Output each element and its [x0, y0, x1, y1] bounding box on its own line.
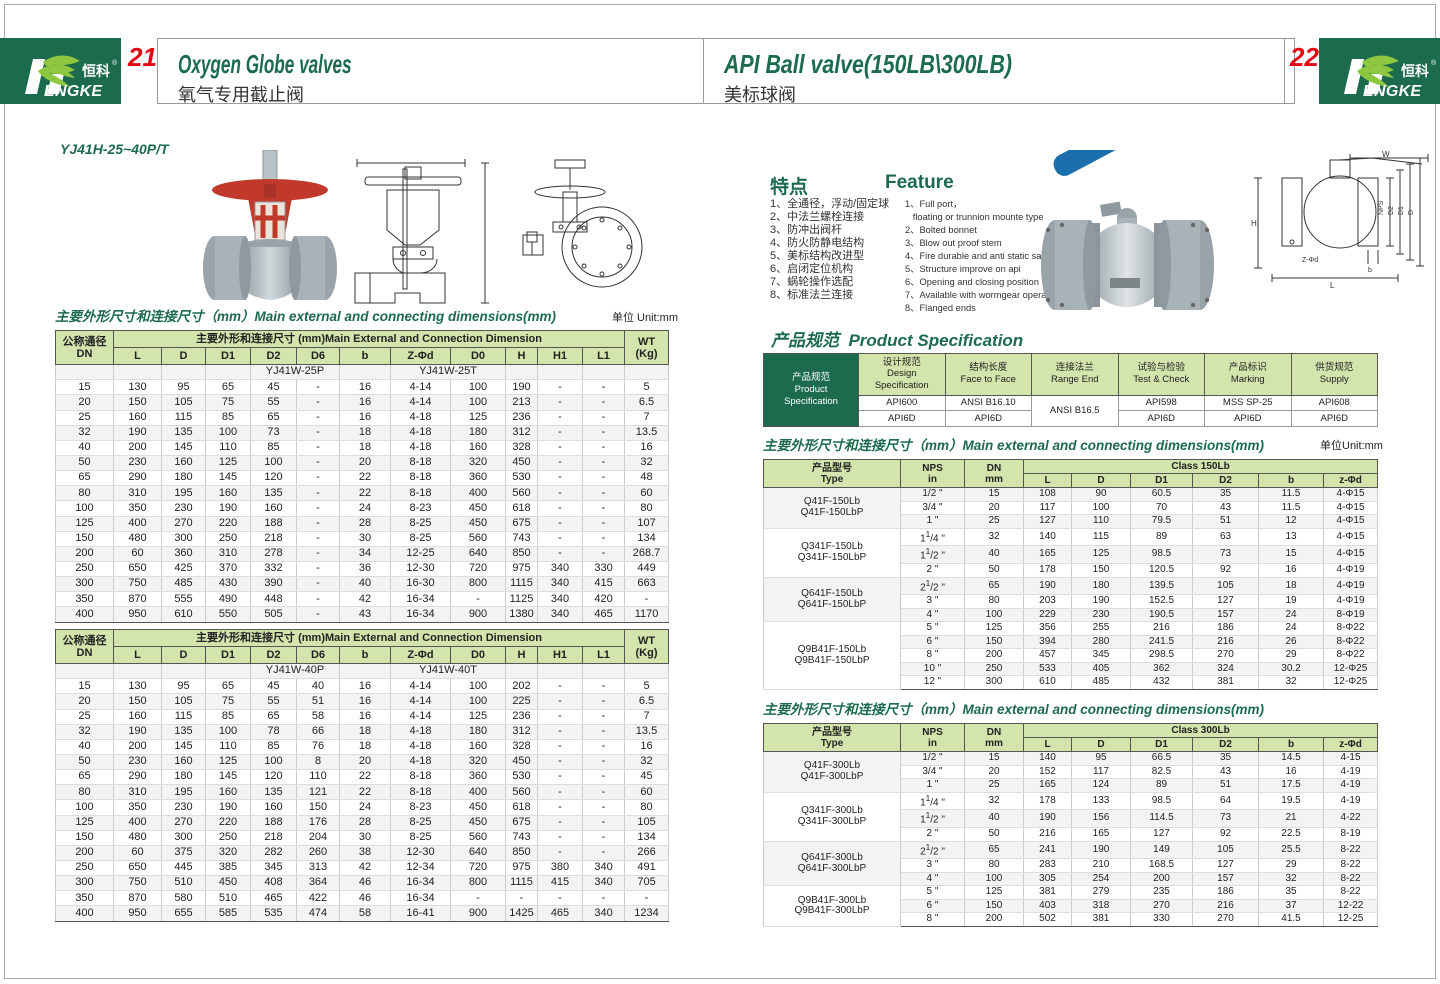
svg-text:D2: D2	[1388, 206, 1395, 215]
svg-text:L: L	[1330, 281, 1335, 290]
svg-text:NPS: NPS	[1378, 200, 1385, 215]
svg-text:Z-Φd: Z-Φd	[1302, 257, 1318, 264]
svg-text:D1: D1	[1398, 206, 1405, 215]
svg-text:H: H	[1251, 219, 1257, 228]
svg-text:b: b	[1368, 267, 1372, 274]
svg-text:D: D	[1408, 210, 1415, 215]
svg-text:W: W	[1382, 150, 1390, 159]
